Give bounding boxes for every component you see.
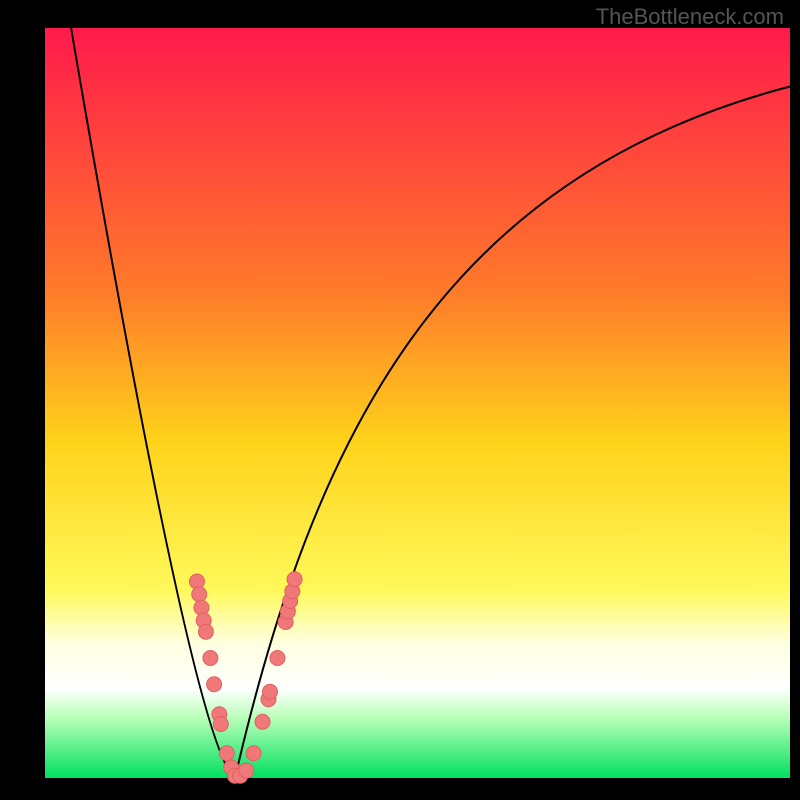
data-marker [255, 714, 270, 729]
data-marker [246, 746, 261, 761]
bottleneck-chart [0, 0, 800, 800]
data-marker [213, 717, 228, 732]
data-marker [219, 746, 234, 761]
data-marker [198, 624, 213, 639]
data-marker [287, 572, 302, 587]
data-marker [262, 684, 277, 699]
data-marker [207, 677, 222, 692]
data-marker [239, 763, 254, 778]
data-marker [192, 587, 207, 602]
chart-plot-bg [45, 28, 790, 778]
watermark-text: TheBottleneck.com [596, 4, 784, 30]
data-marker [203, 651, 218, 666]
data-marker [270, 651, 285, 666]
